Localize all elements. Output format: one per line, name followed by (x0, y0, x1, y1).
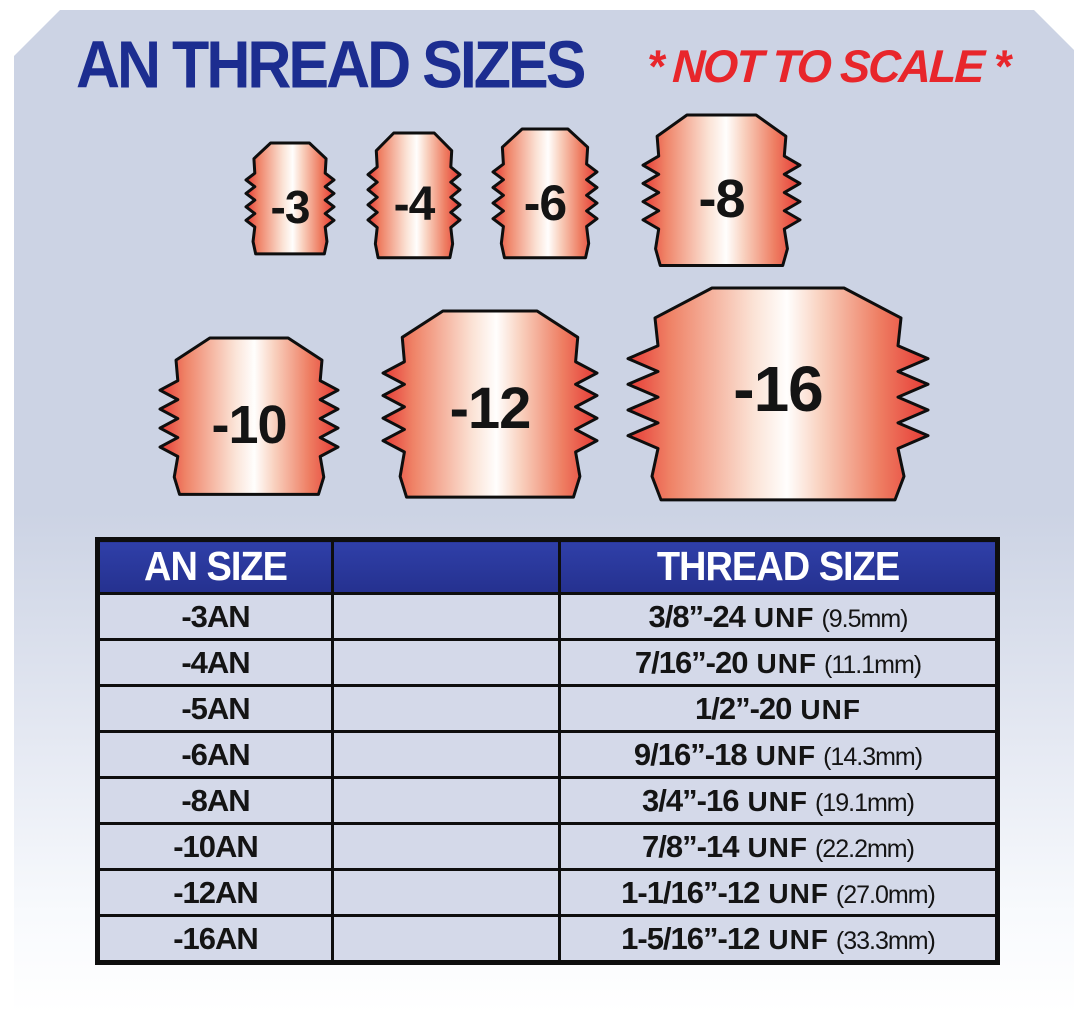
fitting-label: -10 (211, 394, 287, 455)
thread-standard: UNF (747, 831, 808, 863)
thread-dimension: 3/4”-16 (642, 782, 739, 818)
page-title: AN THREAD SIZES (76, 27, 586, 102)
table-row: -10AN 7/8”-14 UNF (22.2mm) (96, 822, 999, 871)
thread-standard: UNF (755, 739, 817, 771)
thread-fitting--6: -6 (493, 129, 597, 259)
table-header-row: AN SIZE THREAD SIZE (96, 538, 999, 595)
thread-dimension: 3/8”-24 (648, 598, 745, 634)
thread-standard: UNF (747, 785, 808, 817)
thread-mm: (33.3mm) (835, 926, 936, 955)
fitting-shape (493, 129, 597, 259)
thread-size-cell: 9/16”-18 UNF (14.3mm) (558, 730, 999, 779)
thread-dimension: 1-1/16”-12 (621, 874, 760, 910)
table-row: -6AN 9/16”-18 UNF (14.3mm) (96, 730, 999, 779)
header-empty (331, 538, 561, 595)
fitting-label: -16 (733, 352, 824, 425)
thread-fitting--10: -10 (160, 338, 338, 496)
an-size-cell: -3AN (96, 592, 334, 641)
an-size-cell: -4AN (96, 638, 334, 687)
an-size-cell: -16AN (96, 914, 334, 964)
thread-mm: (14.3mm) (823, 742, 923, 771)
fitting-label: -3 (270, 180, 311, 233)
table-row: -16AN 1-5/16”-12 UNF (33.3mm) (96, 914, 999, 964)
thread-size-cell: 1-1/16”-12 UNF (27.0mm) (558, 868, 999, 917)
thread-size-cell: 1/2”-20 UNF (558, 684, 999, 733)
an-size-cell: -8AN (96, 776, 334, 825)
not-to-scale-note: * NOT TO SCALE * (645, 40, 1011, 93)
thread-fitting--12: -12 (383, 311, 597, 499)
thread-dimension: 7/8”-14 (642, 828, 739, 864)
table-row: -4AN 7/16”-20 UNF (11.1mm) (96, 638, 999, 687)
thread-standard: UNF (753, 601, 815, 633)
thread-mm: (27.0mm) (835, 880, 936, 909)
thread-standard: UNF (768, 923, 829, 955)
thread-standard: UNF (756, 647, 818, 679)
thread-size-cell: 7/16”-20 UNF (11.1mm) (558, 638, 999, 687)
thread-size-cell: 1-5/16”-12 UNF (33.3mm) (558, 914, 999, 964)
fitting-label: -12 (449, 375, 532, 441)
empty-cell (331, 638, 561, 687)
thread-fitting--4: -4 (368, 133, 460, 259)
thread-mm: (19.1mm) (814, 788, 915, 817)
thread-fitting--16: -16 (628, 288, 928, 502)
thread-size-cell: 3/4”-16 UNF (19.1mm) (558, 776, 999, 825)
thread-dimension: 1-5/16”-12 (621, 920, 760, 956)
thread-size-cell: 3/8”-24 UNF (9.5mm) (558, 592, 999, 641)
fitting-shape (246, 143, 334, 255)
empty-cell (331, 776, 561, 825)
an-size-cell: -10AN (96, 822, 334, 871)
table-row: -8AN 3/4”-16 UNF (19.1mm) (96, 776, 999, 825)
table-row: -3AN 3/8”-24 UNF (9.5mm) (96, 592, 999, 641)
empty-cell (331, 868, 561, 917)
empty-cell (331, 914, 561, 964)
empty-cell (331, 684, 561, 733)
an-size-cell: -6AN (96, 730, 334, 779)
thread-dimension: 7/16”-20 (634, 644, 749, 680)
fitting-shape (383, 311, 597, 499)
fitting-shape (368, 133, 460, 259)
fitting-label: -4 (393, 177, 436, 231)
fitting-label: -6 (523, 175, 567, 232)
fitting-shape (628, 288, 928, 502)
table-row: -5AN 1/2”-20 UNF (96, 684, 999, 733)
thread-standard: UNF (768, 877, 829, 909)
thread-dimension: 9/16”-18 (633, 736, 748, 772)
thread-mm: (9.5mm) (821, 604, 908, 633)
thread-standard: UNF (800, 693, 861, 725)
empty-cell (331, 730, 561, 779)
empty-cell (331, 592, 561, 641)
fitting-shape (643, 115, 800, 267)
empty-cell (331, 822, 561, 871)
table-row: -12AN 1-1/16”-12 UNF (27.0mm) (96, 868, 999, 917)
thread-mm: (22.2mm) (814, 834, 915, 863)
header-thread-size: THREAD SIZE (558, 538, 999, 595)
an-thread-size-table: AN SIZE THREAD SIZE -3AN 3/8”-24 UNF (9.5mm… (95, 537, 1000, 965)
thread-fitting--8: -8 (643, 115, 800, 267)
thread-dimension: 1/2”-20 (695, 690, 792, 726)
thread-mm: (11.1mm) (824, 650, 922, 679)
fitting-shape (160, 338, 338, 496)
thread-size-cell: 7/8”-14 UNF (22.2mm) (558, 822, 999, 871)
an-size-cell: -5AN (96, 684, 334, 733)
header-an-size: AN SIZE (96, 538, 334, 595)
fitting-label: -8 (698, 168, 745, 229)
thread-fitting--3: -3 (246, 143, 334, 255)
an-size-cell: -12AN (96, 868, 334, 917)
